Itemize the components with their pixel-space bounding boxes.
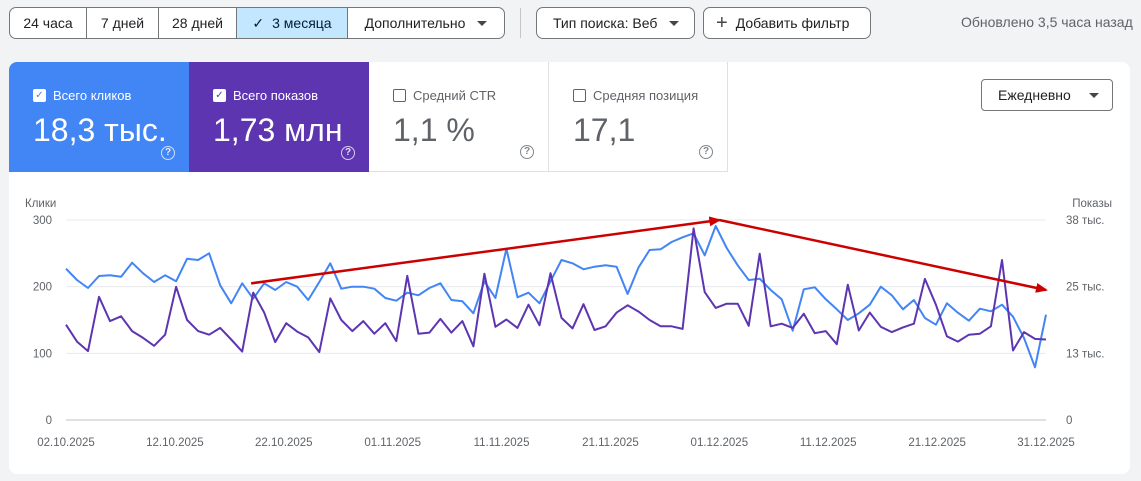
granularity-dropdown[interactable]: Ежедневно — [981, 79, 1113, 111]
left-axis-tick-label: 300 — [33, 215, 52, 227]
help-icon[interactable]: ? — [520, 145, 534, 159]
metric-label: Средняя позиция — [593, 88, 699, 103]
x-axis-tick-label: 21.12.2025 — [908, 437, 966, 449]
range-option-28d[interactable]: 28 дней — [159, 8, 237, 38]
metric-card-clicks[interactable]: ✓ Всего кликов 18,3 тыс. ? — [9, 62, 189, 172]
clicks-series-line — [65, 225, 1047, 369]
add-filter-label: Добавить фильтр — [735, 15, 850, 31]
left-axis-title: Клики — [25, 198, 56, 210]
metric-card-ctr[interactable]: Средний CTR 1,1 % ? — [369, 62, 549, 172]
x-axis-tick-label: 01.11.2025 — [364, 437, 421, 449]
x-axis-tick-label: 11.11.2025 — [474, 437, 530, 449]
x-axis-tick-label: 21.11.2025 — [582, 437, 639, 449]
right-axis-tick-label: 13 тыс. — [1066, 348, 1104, 360]
metric-value: 1,73 млн — [213, 112, 343, 148]
metric-label: Средний CTR — [413, 88, 497, 103]
help-icon[interactable]: ? — [341, 146, 355, 160]
range-option-24h[interactable]: 24 часа — [10, 8, 87, 38]
metric-card-position[interactable]: Средняя позиция 17,1 ? — [549, 62, 728, 172]
dropdown-arrow-icon — [1088, 92, 1099, 98]
range-option-more[interactable]: Дополнительно — [348, 8, 504, 38]
right-axis-tick-label: 0 — [1066, 415, 1072, 427]
x-axis-tick-label: 12.10.2025 — [146, 437, 204, 449]
metric-label: Всего показов — [233, 88, 318, 103]
trend-arrow-annotation — [719, 218, 1048, 293]
toolbar: 24 часа 7 дней 28 дней ✓ 3 месяца Дополни… — [0, 0, 1141, 46]
toolbar-divider — [520, 8, 521, 38]
search-type-label: Тип поиска: Веб — [553, 15, 658, 31]
date-range-selector: 24 часа 7 дней 28 дней ✓ 3 месяца Дополни… — [9, 7, 505, 39]
add-filter-button[interactable]: + Добавить фильтр — [703, 7, 871, 39]
left-axis-tick-label: 0 — [46, 415, 52, 427]
checkbox-checked-icon[interactable]: ✓ — [33, 89, 46, 102]
granularity-label: Ежедневно — [998, 87, 1071, 103]
performance-chart[interactable]: Клики Показы 0 0 100 13 тыс. 200 25 тыс. 300 38… — [9, 62, 1130, 474]
help-icon[interactable]: ? — [699, 145, 713, 159]
impressions-series-line — [65, 227, 1047, 354]
dropdown-arrow-icon — [477, 20, 488, 26]
metric-value: 1,1 % — [393, 112, 475, 148]
metric-card-impressions[interactable]: ✓ Всего показов 1,73 млн ? — [189, 62, 369, 172]
metric-value: 18,3 тыс. — [33, 112, 167, 148]
metric-value: 17,1 — [573, 112, 636, 148]
checkbox-checked-icon[interactable]: ✓ — [213, 89, 226, 102]
right-axis-tick-label: 25 тыс. — [1066, 282, 1104, 294]
right-axis-title: Показы — [1072, 198, 1112, 210]
x-axis-tick-label: 22.10.2025 — [255, 437, 313, 449]
range-option-3m[interactable]: ✓ 3 месяца — [237, 8, 348, 38]
last-updated-text: Обновлено 3,5 часа назад — [961, 14, 1133, 30]
dropdown-arrow-icon — [669, 20, 680, 26]
checkbox-unchecked-icon[interactable] — [573, 89, 586, 102]
trend-arrow-annotation — [250, 216, 722, 285]
metric-label: Всего кликов — [53, 88, 132, 103]
right-axis-tick-label: 38 тыс. — [1066, 215, 1104, 227]
left-axis-tick-label: 200 — [33, 282, 52, 294]
range-option-7d[interactable]: 7 дней — [87, 8, 159, 38]
help-icon[interactable]: ? — [161, 146, 175, 160]
performance-card: ✓ Всего кликов 18,3 тыс. ? ✓ Всего показов… — [9, 62, 1130, 474]
x-axis-tick-label: 01.12.2025 — [691, 437, 749, 449]
x-axis-tick-label: 31.12.2025 — [1017, 437, 1075, 449]
plus-icon: + — [716, 12, 728, 34]
search-type-dropdown[interactable]: Тип поиска: Веб — [536, 7, 695, 39]
x-axis-tick-label: 11.12.2025 — [800, 437, 857, 449]
check-icon: ✓ — [252, 14, 265, 31]
left-axis-tick-label: 100 — [33, 348, 52, 360]
x-axis-tick-label: 02.10.2025 — [37, 437, 95, 449]
checkbox-unchecked-icon[interactable] — [393, 89, 406, 102]
